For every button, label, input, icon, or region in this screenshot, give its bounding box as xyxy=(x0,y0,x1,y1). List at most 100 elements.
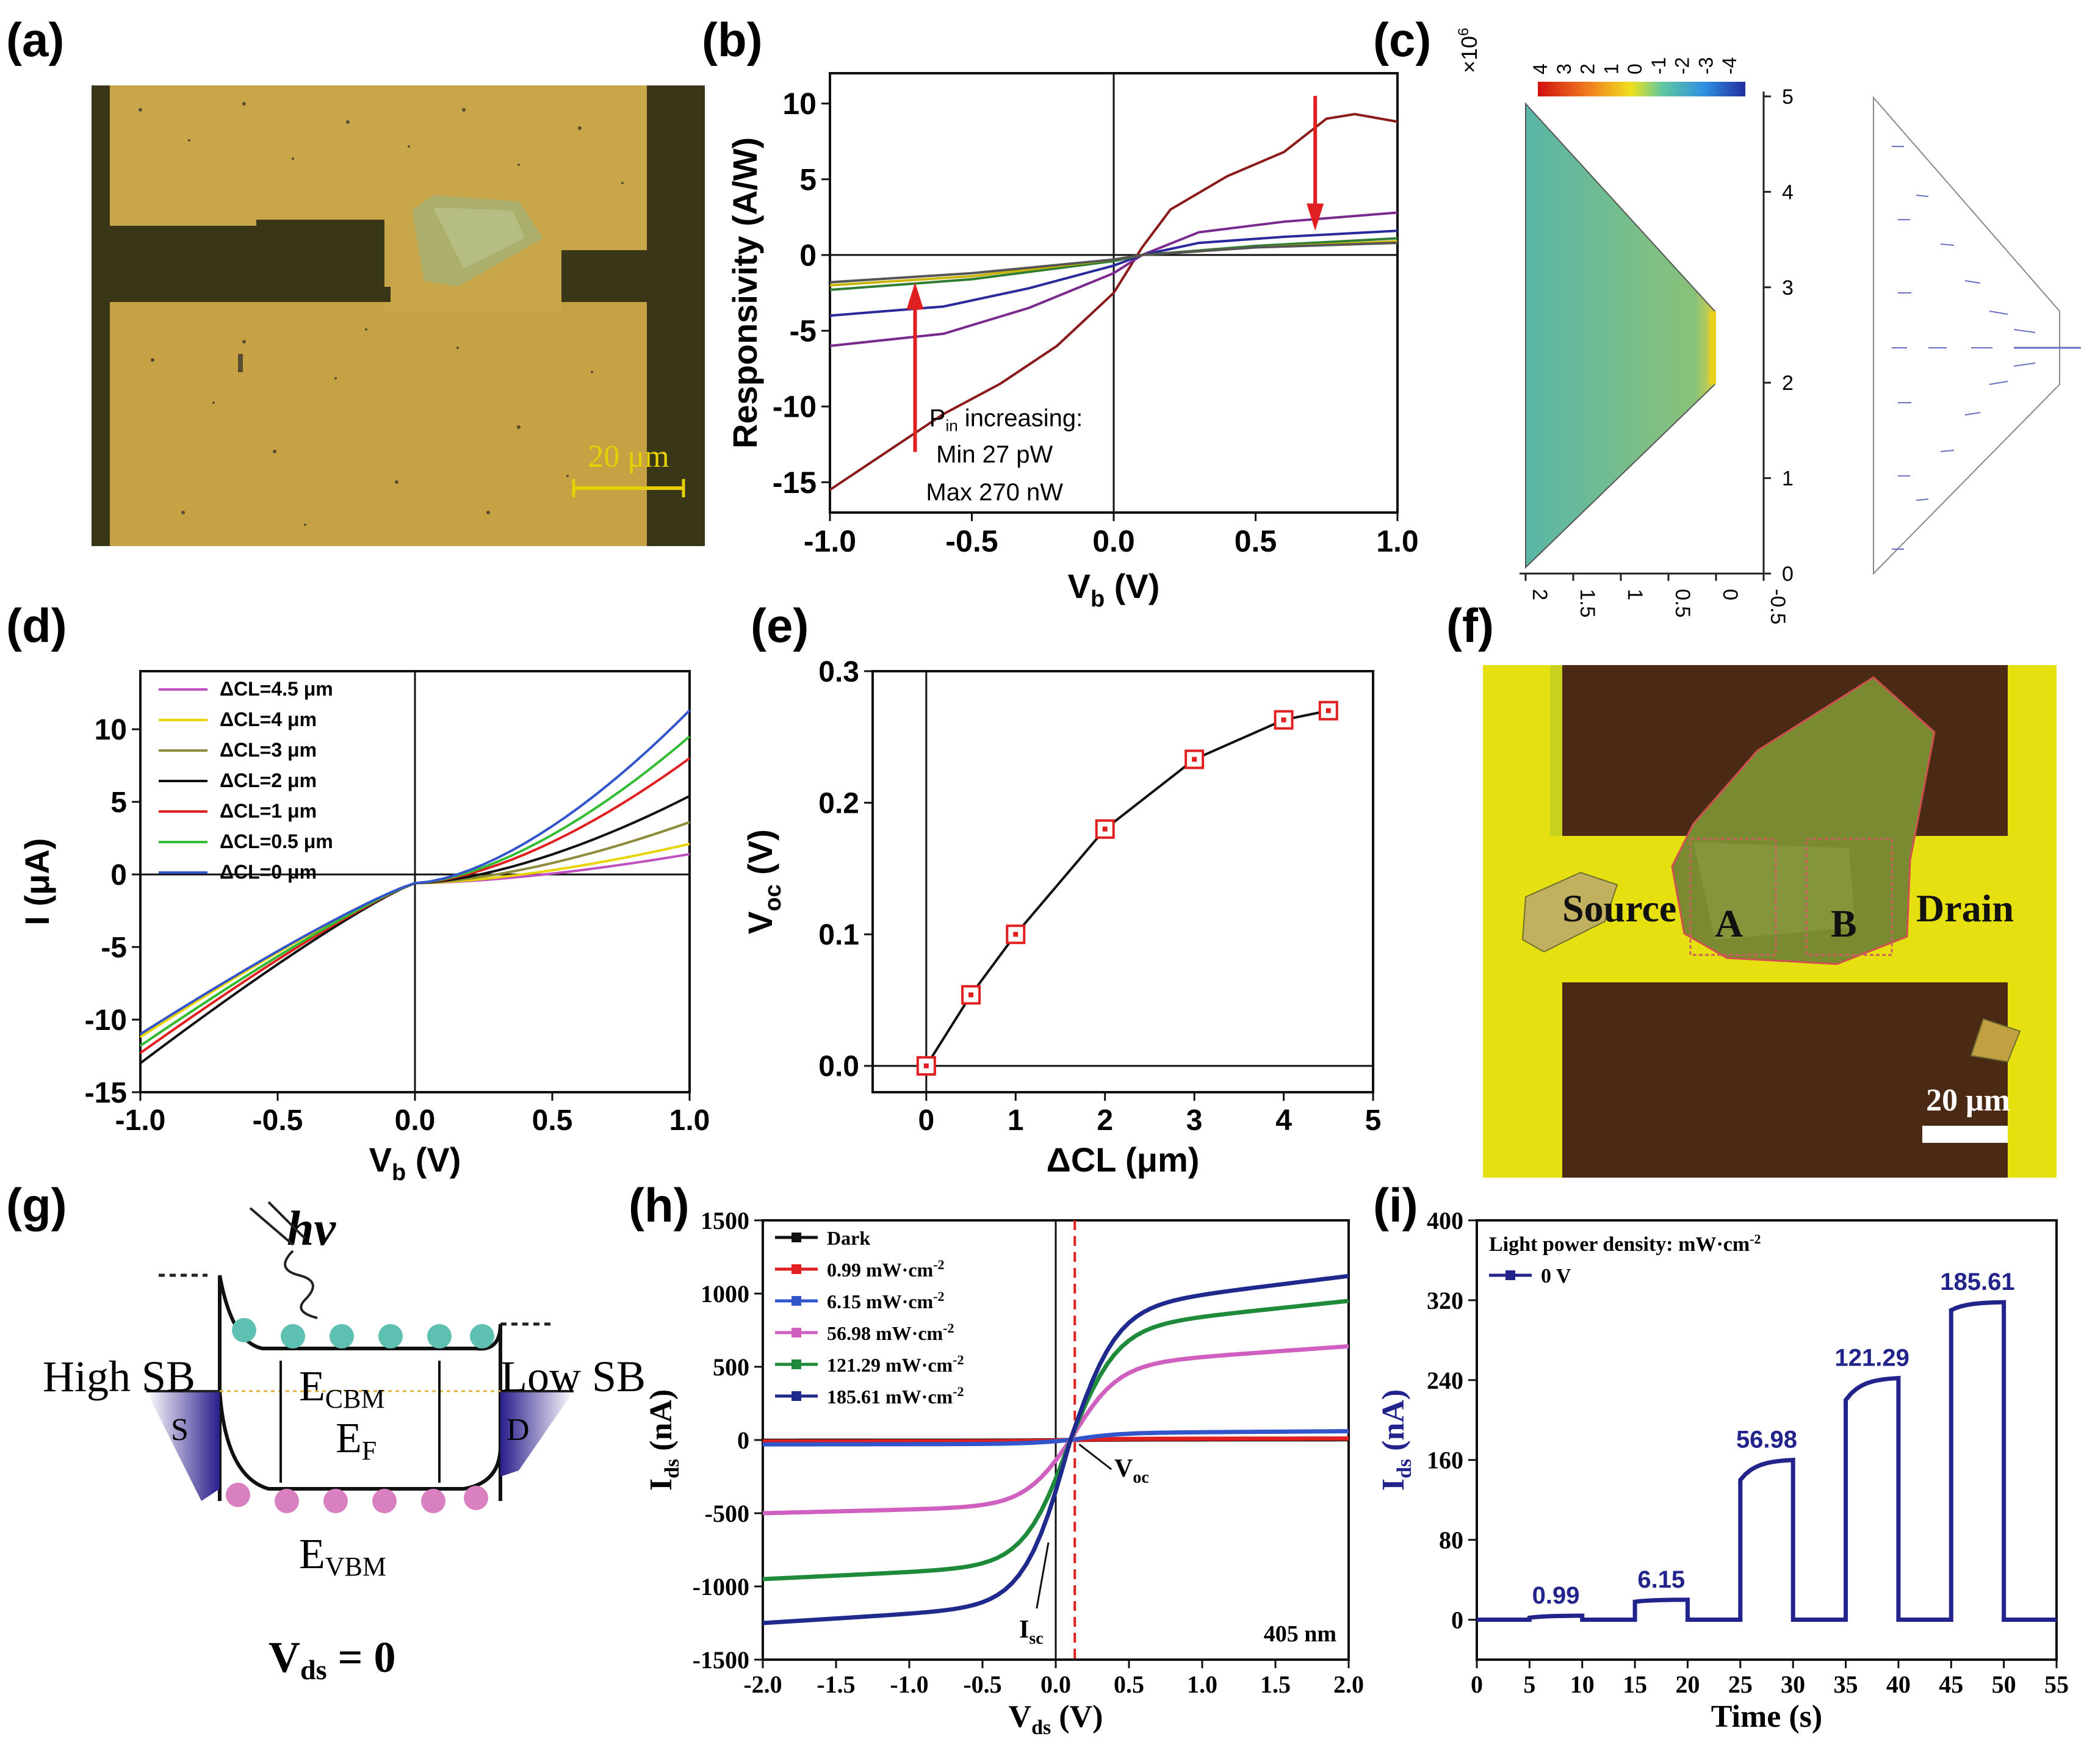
band-diagram-g: hv High SB Low SB S D ECBM EF EVBM Vds =… xyxy=(43,1201,646,1685)
x-tick-label: -2.0 xyxy=(743,1671,782,1698)
x-tick-label: 0 xyxy=(1718,589,1742,600)
ef-label: EF xyxy=(336,1415,377,1466)
x-tick-label: 0.0 xyxy=(1092,524,1135,558)
x-tick-label: 0 xyxy=(918,1104,935,1137)
step-value-label: 0.99 xyxy=(1532,1582,1580,1609)
y-tick-label: 5 xyxy=(799,162,817,196)
x-tick-label: 1.5 xyxy=(1576,589,1599,617)
x-axis-label: ΔCL (μm) xyxy=(1047,1140,1200,1179)
responsivity-curve xyxy=(829,242,1398,284)
y-tick-label: 4 xyxy=(1782,181,1794,204)
x-axis-label: Vb (V) xyxy=(369,1140,461,1186)
legend-label: ΔCL=4 μm xyxy=(220,708,317,730)
x-tick-label: 0.0 xyxy=(395,1104,436,1137)
power-annotation: Pin increasing: xyxy=(929,405,1083,434)
micrograph-f: Source Drain A B 20 μm xyxy=(1483,665,2057,1178)
vector-triangle xyxy=(1873,96,2060,575)
x-tick-label: 0.5 xyxy=(1671,589,1694,617)
d-label: D xyxy=(507,1413,530,1447)
y-tick-label: 10 xyxy=(95,714,127,746)
chart-h: -2.0 -1.5 -1.0 -0.5 0.0 0.5 1.0 1.5 2.0 1500 1000 5… xyxy=(644,1207,1364,1739)
x-tick-label: 55 xyxy=(2044,1671,2069,1698)
y-tick-label: 3 xyxy=(1782,276,1794,300)
x-tick-label: -0.5 xyxy=(1766,589,1789,625)
x-tick-label: -1.0 xyxy=(804,524,856,558)
responsivity-curve xyxy=(829,229,1398,317)
x-tick-label: 50 xyxy=(1992,1671,2016,1698)
y-tick-label: 320 xyxy=(1427,1287,1463,1314)
plot-frame xyxy=(1476,1219,2058,1661)
legend-label: ΔCL=3 μm xyxy=(220,739,317,761)
y-tick-label: 2 xyxy=(1782,372,1794,395)
step-value-label: 185.61 xyxy=(1940,1269,2014,1295)
field-triangle xyxy=(1525,102,1715,569)
x-tick-label: 15 xyxy=(1623,1671,1647,1698)
x-tick-label: 20 xyxy=(1675,1671,1700,1698)
legend-label: ΔCL=0 μm xyxy=(220,861,317,883)
micrograph-a: 20 μm xyxy=(92,85,705,546)
photocurrent-trace xyxy=(1477,1300,2057,1622)
ids-curve xyxy=(762,1298,1349,1582)
y-axis-label: Voc (V) xyxy=(741,829,786,934)
x-tick-label: 2 xyxy=(1097,1104,1113,1137)
y-tick-label: 0 xyxy=(1451,1607,1463,1634)
y-axis-label: I (μA) xyxy=(18,838,56,925)
legend-label: ΔCL=4.5 μm xyxy=(220,678,333,700)
high-sb-label: High SB xyxy=(43,1352,195,1401)
x-tick-label: 10 xyxy=(1570,1671,1595,1698)
panel-label-e: (e) xyxy=(751,599,809,652)
x-tick-label: 1.0 xyxy=(669,1104,710,1137)
y-tick-label: 5 xyxy=(1782,85,1794,109)
colorbar-tick-label: 4 xyxy=(1529,63,1551,74)
s-label: S xyxy=(171,1413,189,1447)
colorbar xyxy=(1538,82,1745,96)
x-tick-label: 0.5 xyxy=(532,1104,573,1137)
x-tick-label: 0.5 xyxy=(1235,524,1277,558)
y-tick-label: 240 xyxy=(1427,1367,1463,1394)
y-tick-label: -1500 xyxy=(693,1646,749,1674)
legend-label: 56.98 mW·cm-2 xyxy=(827,1320,954,1344)
colorbar-tick-label: -2 xyxy=(1671,57,1693,74)
y-tick-label: 0.2 xyxy=(818,787,859,819)
colorbar-tick-label: 2 xyxy=(1577,63,1599,74)
y-tick-label: 160 xyxy=(1427,1447,1463,1474)
vector-arrows xyxy=(1892,146,2081,550)
min-power: Min 27 pW xyxy=(936,441,1053,468)
x-tick-label: 3 xyxy=(1186,1104,1203,1137)
x-tick-label: 2 xyxy=(1528,589,1551,600)
y-axis-label: Ids (nA) xyxy=(1376,1389,1416,1491)
x-tick-label: -1.0 xyxy=(890,1671,928,1698)
evbm-label: EVBM xyxy=(299,1531,386,1582)
label-drain: Drain xyxy=(1916,887,2014,930)
x-tick-label: 25 xyxy=(1728,1671,1753,1698)
y-tick-label: 0 xyxy=(737,1427,749,1454)
panel-label-f: (f) xyxy=(1446,599,1494,652)
y-tick-label: -500 xyxy=(705,1500,749,1527)
x-axis-label: Vb (V) xyxy=(1068,567,1160,612)
panel-label-i: (i) xyxy=(1373,1178,1418,1232)
legend-label: 121.29 mW·cm-2 xyxy=(827,1352,964,1376)
y-tick-label: -15 xyxy=(773,466,817,500)
x-tick-label: 4 xyxy=(1275,1104,1292,1137)
vds-equation: Vds = 0 xyxy=(269,1633,396,1685)
step-value-label: 6.15 xyxy=(1637,1566,1685,1593)
x-tick-label: 0.5 xyxy=(1114,1671,1144,1698)
colorbar-tick-label: 3 xyxy=(1553,63,1575,74)
panel-label-c: (c) xyxy=(1373,13,1432,67)
y-tick-label: -5 xyxy=(101,932,127,964)
step-value-label: 121.29 xyxy=(1835,1345,1909,1372)
legend-label: Dark xyxy=(827,1227,870,1249)
x-tick-label: -0.5 xyxy=(945,524,998,558)
y-tick-label: 0.3 xyxy=(818,656,859,688)
x-tick-label: 45 xyxy=(1939,1671,1963,1698)
ecbm-label: ECBM xyxy=(299,1363,385,1414)
y-tick-label: 1 xyxy=(1782,467,1794,491)
x-tick-label: 0 xyxy=(1471,1671,1483,1698)
y-tick-label: 500 xyxy=(713,1353,749,1381)
colorbar-tick-label: -3 xyxy=(1695,57,1717,74)
scalebar-label-a: 20 μm xyxy=(588,439,669,474)
y-tick-label: -15 xyxy=(85,1077,127,1109)
y-tick-label: 0 xyxy=(1782,563,1794,586)
label-source: Source xyxy=(1562,887,1676,930)
